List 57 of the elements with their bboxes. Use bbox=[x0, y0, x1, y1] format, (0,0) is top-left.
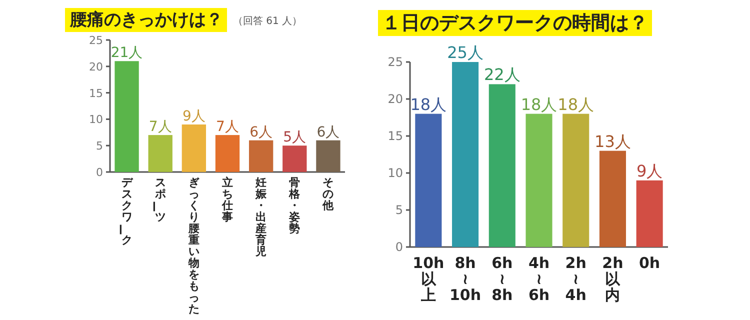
bar bbox=[636, 180, 663, 247]
data-label: 6人 bbox=[250, 124, 273, 140]
x-tick-label: 骨格・姿勢 bbox=[288, 176, 302, 235]
x-tick-label: 2h≀4h bbox=[565, 254, 586, 304]
y-tick-label: 10 bbox=[388, 166, 403, 180]
bar bbox=[452, 62, 479, 247]
bar bbox=[599, 150, 626, 247]
bar bbox=[415, 114, 442, 247]
y-tick-label: 15 bbox=[388, 129, 403, 143]
y-tick-label: 20 bbox=[89, 60, 103, 74]
bar bbox=[215, 135, 240, 172]
y-tick-label: 0 bbox=[96, 166, 103, 179]
x-tick-label: デスクワーク bbox=[113, 176, 134, 246]
y-tick-label: 5 bbox=[96, 140, 103, 153]
data-label: 18人 bbox=[558, 94, 594, 114]
bar bbox=[182, 124, 206, 172]
y-tick-label: 5 bbox=[395, 203, 403, 217]
x-tick-label: 2h以内 bbox=[602, 254, 624, 304]
data-label: 25人 bbox=[447, 43, 484, 62]
bar bbox=[316, 140, 340, 172]
data-label: 5人 bbox=[283, 130, 306, 146]
category-label: ぎっくり腰重い物をもった bbox=[188, 176, 200, 316]
x-tick-label: その他 bbox=[322, 176, 335, 212]
x-tick-label: 妊娠・出産育児 bbox=[254, 176, 268, 258]
data-label: 7人 bbox=[216, 119, 239, 136]
data-label: 18人 bbox=[410, 94, 447, 114]
chart-subtitle: （回答 61 人） bbox=[233, 15, 302, 27]
x-tick-label: 6h≀8h bbox=[492, 254, 513, 304]
x-tick-label: 立ち仕事 bbox=[221, 176, 233, 224]
x-tick-label: 8h≀10h bbox=[450, 254, 482, 304]
y-tick-label: 20 bbox=[388, 92, 403, 106]
y-tick-label: 25 bbox=[388, 55, 403, 69]
bar bbox=[526, 114, 552, 247]
data-label: 6人 bbox=[316, 124, 340, 140]
y-tick-label: 25 bbox=[89, 34, 103, 47]
data-label: 21人 bbox=[110, 45, 143, 62]
chart-title: １日のデスクワークの時間は？ bbox=[382, 12, 648, 34]
bar bbox=[114, 61, 139, 172]
y-tick-label: 10 bbox=[89, 113, 103, 126]
data-label: 9人 bbox=[636, 161, 663, 180]
bar bbox=[248, 140, 274, 172]
x-tick-label: 4h≀6h bbox=[528, 254, 550, 304]
bar bbox=[562, 114, 590, 247]
x-tick-label: 10h以上 bbox=[412, 254, 444, 304]
data-label: 22人 bbox=[484, 65, 520, 84]
bar bbox=[488, 84, 516, 247]
chart-title: 腰痛のきっかけは？ bbox=[69, 10, 223, 30]
data-label: 13人 bbox=[594, 132, 631, 151]
y-tick-label: 15 bbox=[89, 86, 103, 100]
bar bbox=[282, 146, 307, 172]
x-tick-label: 0h bbox=[639, 254, 660, 272]
y-tick-label: 0 bbox=[395, 240, 403, 254]
data-label: 18人 bbox=[520, 94, 558, 114]
x-tick-label: スポーツ bbox=[146, 176, 166, 224]
data-label: 9人 bbox=[182, 108, 206, 124]
data-label: 7人 bbox=[148, 119, 172, 136]
bar bbox=[148, 135, 172, 172]
